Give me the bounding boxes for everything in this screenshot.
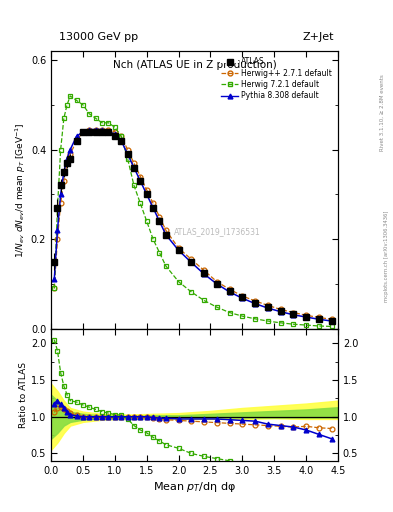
Legend: ATLAS, Herwig++ 2.7.1 default, Herwig 7.2.1 default, Pythia 8.308 default: ATLAS, Herwig++ 2.7.1 default, Herwig 7.…: [219, 55, 334, 102]
Text: Z+Jet: Z+Jet: [303, 32, 334, 42]
Y-axis label: Ratio to ATLAS: Ratio to ATLAS: [19, 362, 28, 428]
X-axis label: Mean $p_T$/dη dφ: Mean $p_T$/dη dφ: [153, 480, 236, 494]
Text: ATLAS_2019_I1736531: ATLAS_2019_I1736531: [174, 227, 261, 236]
Text: 13000 GeV pp: 13000 GeV pp: [59, 32, 138, 42]
Y-axis label: $1/N_{ev}$ $dN_{ev}$/d mean $p_T$ [GeV$^{-1}$]: $1/N_{ev}$ $dN_{ev}$/d mean $p_T$ [GeV$^…: [14, 122, 28, 258]
Text: Rivet 3.1.10, ≥ 2.8M events: Rivet 3.1.10, ≥ 2.8M events: [380, 74, 384, 151]
Text: mcplots.cern.ch [arXiv:1306.3436]: mcplots.cern.ch [arXiv:1306.3436]: [384, 210, 389, 302]
Text: Nch (ATLAS UE in Z production): Nch (ATLAS UE in Z production): [113, 59, 276, 70]
